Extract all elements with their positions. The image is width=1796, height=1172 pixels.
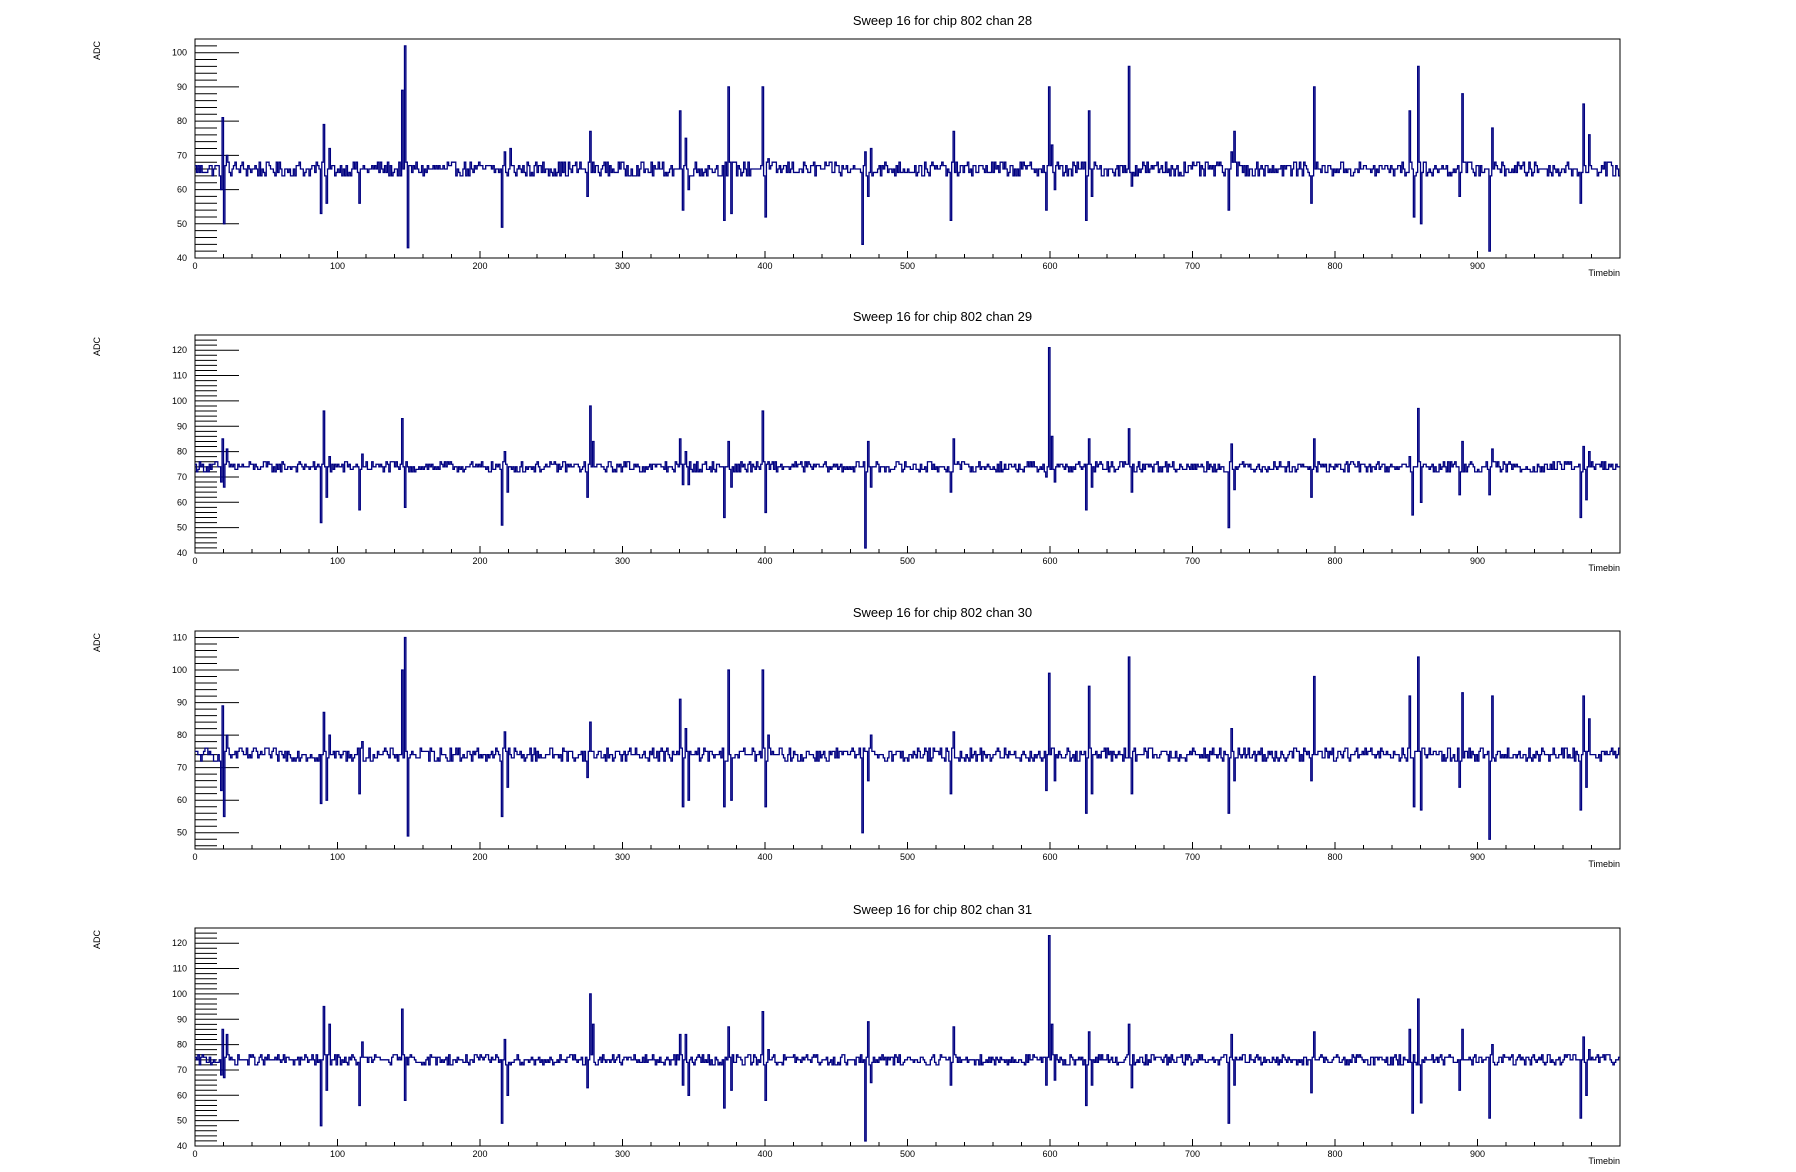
y-tick-label: 110 bbox=[173, 371, 187, 381]
y-axis-label: ADC bbox=[92, 337, 102, 357]
y-tick-label: 120 bbox=[172, 345, 187, 355]
x-tick-label: 700 bbox=[1185, 1149, 1200, 1159]
x-tick-label: 0 bbox=[192, 1149, 197, 1159]
chart-title: Sweep 16 for chip 802 chan 28 bbox=[853, 13, 1032, 28]
x-tick-label: 300 bbox=[615, 1149, 630, 1159]
y-tick-label: 60 bbox=[177, 185, 187, 195]
y-tick-label: 100 bbox=[172, 48, 187, 58]
y-tick-label: 80 bbox=[177, 116, 187, 126]
y-tick-label: 50 bbox=[177, 1116, 187, 1126]
adc-series-line bbox=[195, 45, 1620, 252]
y-tick-label: 50 bbox=[177, 523, 187, 533]
x-tick-label: 200 bbox=[472, 1149, 487, 1159]
adc-series-line bbox=[195, 347, 1620, 549]
x-tick-label: 700 bbox=[1185, 261, 1200, 271]
x-axis-label: Timebin bbox=[1588, 1156, 1620, 1166]
y-tick-label: 60 bbox=[177, 795, 187, 805]
y-tick-label: 90 bbox=[177, 82, 187, 92]
y-tick-label: 120 bbox=[172, 938, 187, 948]
x-tick-label: 900 bbox=[1470, 852, 1485, 862]
x-axis-label: Timebin bbox=[1588, 563, 1620, 573]
x-tick-label: 900 bbox=[1470, 1149, 1485, 1159]
x-tick-label: 400 bbox=[757, 261, 772, 271]
y-tick-label: 90 bbox=[177, 698, 187, 708]
x-tick-label: 200 bbox=[472, 852, 487, 862]
x-tick-label: 400 bbox=[757, 852, 772, 862]
x-tick-label: 400 bbox=[757, 1149, 772, 1159]
x-tick-label: 800 bbox=[1327, 1149, 1342, 1159]
y-tick-label: 70 bbox=[177, 150, 187, 160]
y-tick-label: 70 bbox=[177, 1065, 187, 1075]
x-tick-label: 200 bbox=[472, 556, 487, 566]
x-tick-label: 600 bbox=[1042, 1149, 1057, 1159]
x-tick-label: 0 bbox=[192, 261, 197, 271]
y-tick-label: 90 bbox=[177, 421, 187, 431]
chart-panel-2: Sweep 16 for chip 802 chan 30 ADC Timebin 5… bbox=[92, 605, 1621, 869]
x-axis-label: Timebin bbox=[1588, 268, 1620, 278]
y-tick-label: 100 bbox=[172, 989, 187, 999]
x-tick-label: 200 bbox=[472, 261, 487, 271]
chart-panel-3: Sweep 16 for chip 802 chan 31 ADC Timebin 4… bbox=[92, 902, 1621, 1166]
y-tick-label: 90 bbox=[177, 1014, 187, 1024]
y-tick-label: 50 bbox=[177, 828, 187, 838]
y-tick-label: 60 bbox=[177, 1090, 187, 1100]
x-tick-label: 300 bbox=[615, 852, 630, 862]
y-axis-label: ADC bbox=[92, 930, 102, 950]
x-tick-label: 500 bbox=[900, 1149, 915, 1159]
chart-title: Sweep 16 for chip 802 chan 31 bbox=[853, 902, 1032, 917]
x-tick-label: 600 bbox=[1042, 556, 1057, 566]
y-tick-label: 70 bbox=[177, 472, 187, 482]
x-tick-label: 100 bbox=[330, 556, 345, 566]
y-tick-label: 40 bbox=[177, 548, 187, 558]
x-tick-label: 800 bbox=[1327, 261, 1342, 271]
plot-frame bbox=[194, 927, 1621, 1147]
y-tick-label: 70 bbox=[177, 763, 187, 773]
x-tick-label: 800 bbox=[1327, 852, 1342, 862]
x-tick-label: 900 bbox=[1470, 556, 1485, 566]
y-tick-label: 110 bbox=[173, 633, 187, 643]
y-tick-label: 60 bbox=[177, 497, 187, 507]
chart-panel-0: Sweep 16 for chip 802 chan 28 ADC Timebin 4… bbox=[92, 13, 1621, 278]
y-tick-label: 80 bbox=[177, 730, 187, 740]
adc-series-line bbox=[195, 636, 1620, 840]
x-tick-label: 0 bbox=[192, 852, 197, 862]
x-tick-label: 700 bbox=[1185, 852, 1200, 862]
x-tick-label: 400 bbox=[757, 556, 772, 566]
y-tick-label: 110 bbox=[173, 964, 187, 974]
y-tick-label: 100 bbox=[172, 396, 187, 406]
x-tick-label: 100 bbox=[330, 852, 345, 862]
x-tick-label: 800 bbox=[1327, 556, 1342, 566]
x-tick-label: 500 bbox=[900, 852, 915, 862]
y-axis-label: ADC bbox=[92, 41, 102, 61]
x-tick-label: 900 bbox=[1470, 261, 1485, 271]
x-tick-label: 300 bbox=[615, 261, 630, 271]
x-tick-label: 500 bbox=[900, 556, 915, 566]
y-tick-label: 80 bbox=[177, 1040, 187, 1050]
y-tick-label: 40 bbox=[177, 1141, 187, 1151]
chart-title: Sweep 16 for chip 802 chan 29 bbox=[853, 309, 1032, 324]
adc-series-line bbox=[195, 934, 1620, 1142]
y-axis-label: ADC bbox=[92, 633, 102, 653]
x-tick-label: 100 bbox=[330, 261, 345, 271]
x-tick-label: 500 bbox=[900, 261, 915, 271]
y-tick-label: 80 bbox=[177, 447, 187, 457]
x-tick-label: 300 bbox=[615, 556, 630, 566]
x-axis-label: Timebin bbox=[1588, 859, 1620, 869]
x-tick-label: 700 bbox=[1185, 556, 1200, 566]
y-tick-label: 50 bbox=[177, 219, 187, 229]
x-tick-label: 0 bbox=[192, 556, 197, 566]
x-tick-label: 100 bbox=[330, 1149, 345, 1159]
x-tick-label: 600 bbox=[1042, 852, 1057, 862]
chart-panel-1: Sweep 16 for chip 802 chan 29 ADC Timebin 4… bbox=[92, 309, 1621, 573]
y-tick-label: 100 bbox=[172, 665, 187, 675]
plot-frame bbox=[194, 334, 1621, 554]
x-tick-label: 600 bbox=[1042, 261, 1057, 271]
y-tick-label: 40 bbox=[177, 253, 187, 263]
chart-title: Sweep 16 for chip 802 chan 30 bbox=[853, 605, 1032, 620]
